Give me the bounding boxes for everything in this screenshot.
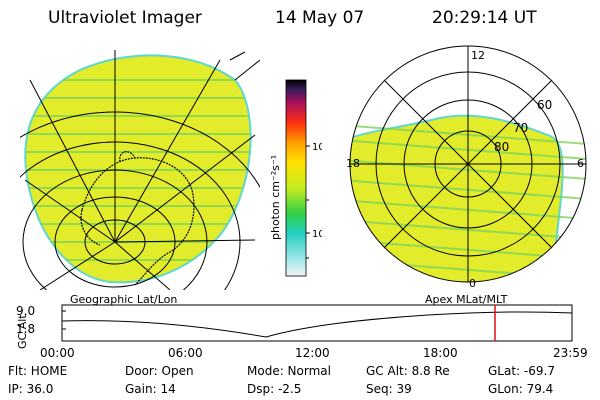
geographic-grid	[20, 50, 260, 290]
colorbar-unit-label: photon cm⁻²s⁻¹	[269, 155, 282, 240]
altitude-curve	[61, 311, 573, 338]
coastline	[80, 151, 195, 286]
flight-status: Flt: HOME	[8, 364, 68, 378]
glat-status: GLat: -69.7	[488, 364, 555, 378]
lat-label-70: 70	[513, 121, 528, 135]
glon-status: GLon: 79.4	[488, 382, 554, 396]
dsp-status: Dsp: -2.5	[247, 382, 302, 396]
gc-alt-status: GC Alt: 8.8 Re	[366, 364, 450, 378]
time-label: 20:29:14 UT	[432, 8, 537, 28]
geographic-image-panel[interactable]	[20, 40, 260, 290]
mlt-label-6: 6	[577, 157, 584, 170]
date-label: 14 May 07	[275, 8, 365, 28]
seq-status: Seq: 39	[366, 382, 412, 396]
ip-status: IP: 36.0	[8, 382, 54, 396]
colorbar-tick-100: 100	[312, 142, 322, 153]
mlt-label-0: 0	[469, 277, 476, 290]
uv-image-blob	[24, 54, 252, 284]
instrument-title: Ultraviolet Imager	[48, 8, 202, 28]
colorbar-gradient	[285, 79, 307, 277]
mlt-label-12: 12	[471, 49, 485, 62]
altitude-plot-frame	[61, 304, 573, 342]
lat-label-60: 60	[537, 98, 552, 112]
mlt-label-18: 18	[346, 157, 360, 170]
colorbar-tick-10: 10	[312, 229, 322, 240]
colorbar: 100 10 photon cm⁻²s⁻¹	[269, 79, 322, 277]
lat-label-80: 80	[494, 140, 509, 154]
time-tick-2359: 23:59	[553, 346, 588, 360]
alt-axis-label: GC Alt	[16, 314, 29, 349]
gain-status: Gain: 14	[125, 382, 176, 396]
time-tick-0600: 06:00	[168, 346, 203, 360]
door-status: Door: Open	[125, 364, 194, 378]
alt-tick-9: 9.0	[16, 304, 35, 318]
time-tick-1200: 12:00	[295, 346, 330, 360]
polar-grid	[349, 45, 587, 283]
time-tick-0000: 00:00	[40, 346, 75, 360]
alt-tick-1.8: 1.8	[16, 322, 35, 336]
geographic-panel-label: Geographic Lat/Lon	[70, 293, 178, 306]
mode-status: Mode: Normal	[247, 364, 331, 378]
time-tick-1800: 18:00	[423, 346, 458, 360]
altitude-timeline[interactable]: 9.0 1.8 GC Alt	[8, 303, 588, 361]
polar-uv-image	[350, 114, 564, 282]
apex-panel-label: Apex MLat/MLT	[425, 293, 508, 306]
polar-mlt-plot[interactable]: 12 18 6 0 60 70 80	[340, 40, 600, 290]
